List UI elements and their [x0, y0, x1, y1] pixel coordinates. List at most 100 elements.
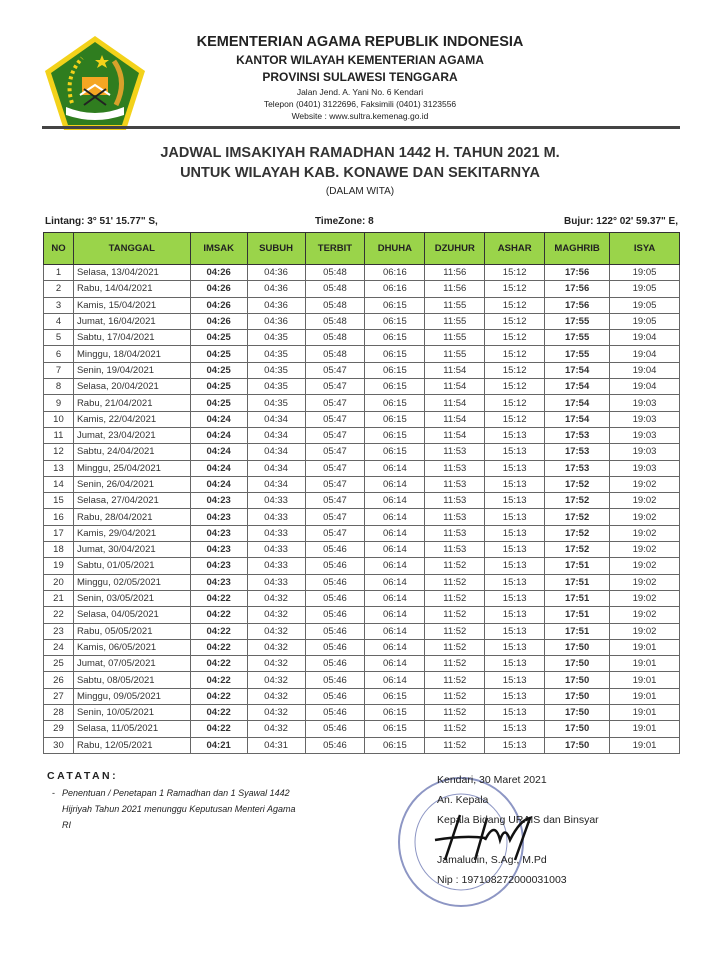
cell-imsak: 04:22: [189, 622, 248, 640]
cell-dhuha: 06:15: [364, 410, 426, 428]
cell-isya: 19:04: [609, 345, 680, 363]
cell-tanggal: Rabu, 21/04/2021: [72, 394, 191, 412]
cell-ashar: 15:13: [484, 557, 546, 575]
cell-dzuhur: 11:52: [424, 736, 486, 754]
cell-dhuha: 06:15: [364, 426, 426, 445]
cell-imsak: 04:23: [189, 541, 248, 559]
cell-maghrib: 17:51: [544, 606, 611, 624]
cell-dhuha: 06:14: [364, 508, 426, 526]
cell-terbit: 05:47: [304, 492, 366, 510]
cell-dhuha: 06:15: [364, 361, 426, 380]
cell-terbit: 05:46: [304, 736, 366, 754]
cell-dhuha: 06:14: [364, 655, 426, 673]
cell-maghrib: 17:54: [544, 378, 611, 396]
cell-tanggal: Sabtu, 17/04/2021: [72, 329, 191, 347]
cell-isya: 19:02: [609, 589, 680, 608]
cell-no: 27: [43, 687, 74, 706]
cell-ashar: 15:12: [484, 329, 546, 347]
table-row: 23 Rabu, 05/05/2021 04:22 04:32 05:46 06:14 11…: [43, 622, 680, 640]
cell-dhuha: 06:15: [364, 736, 426, 754]
cell-terbit: 05:46: [304, 720, 366, 738]
cell-subuh: 04:33: [246, 541, 306, 559]
cell-no: 21: [43, 589, 74, 608]
cell-ashar: 15:13: [484, 508, 546, 526]
org-name: KEMENTERIAN AGAMA REPUBLIK INDONESIA: [196, 34, 524, 50]
cell-tanggal: Rabu, 12/05/2021: [72, 736, 191, 754]
cell-isya: 19:02: [609, 492, 680, 510]
cell-maghrib: 17:56: [544, 296, 611, 314]
cell-imsak: 04:26: [189, 312, 248, 331]
cell-ashar: 15:13: [484, 475, 546, 494]
cell-dzuhur: 11:52: [424, 638, 486, 657]
cell-ashar: 15:13: [484, 638, 546, 657]
address: Jalan Jend. A. Yani No. 6 Kendari: [296, 87, 424, 97]
cell-tanggal: Minggu, 18/04/2021: [72, 345, 191, 363]
cell-imsak: 04:23: [189, 524, 248, 543]
cell-isya: 19:05: [609, 312, 680, 331]
cell-dzuhur: 11:53: [424, 459, 486, 477]
cell-no: 25: [43, 655, 74, 673]
cell-isya: 19:02: [609, 508, 680, 526]
table-row: 29 Selasa, 11/05/2021 04:22 04:32 05:46 06:15…: [43, 720, 680, 738]
cell-tanggal: Senin, 26/04/2021: [72, 475, 191, 494]
cell-subuh: 04:34: [246, 410, 306, 428]
cell-maghrib: 17:51: [544, 589, 611, 608]
cell-subuh: 04:35: [246, 394, 306, 412]
cell-ashar: 15:13: [484, 426, 546, 445]
cell-imsak: 04:24: [189, 475, 248, 494]
cell-terbit: 05:46: [304, 704, 366, 722]
cell-subuh: 04:36: [246, 263, 306, 282]
cell-terbit: 05:47: [304, 524, 366, 543]
cell-no: 17: [43, 524, 74, 543]
cell-imsak: 04:26: [189, 263, 248, 282]
cell-no: 19: [43, 557, 74, 575]
cell-imsak: 04:24: [189, 410, 248, 428]
table-row: 30 Rabu, 12/05/2021 04:21 04:31 05:46 06:15 11…: [43, 736, 680, 754]
cell-terbit: 05:46: [304, 638, 366, 657]
cell-tanggal: Kamis, 06/05/2021: [72, 638, 191, 657]
cell-tanggal: Jumat, 07/05/2021: [72, 655, 191, 673]
cell-terbit: 05:47: [304, 443, 366, 461]
cell-no: 6: [43, 345, 74, 363]
cell-tanggal: Senin, 10/05/2021: [72, 704, 191, 722]
column-header-ashar: ASHAR: [484, 232, 546, 265]
cell-subuh: 04:32: [246, 622, 306, 640]
cell-ashar: 15:13: [484, 655, 546, 673]
cell-dzuhur: 11:53: [424, 475, 486, 494]
cell-isya: 19:03: [609, 410, 680, 428]
cell-subuh: 04:35: [246, 329, 306, 347]
cell-dhuha: 06:15: [364, 345, 426, 363]
cell-imsak: 04:25: [189, 329, 248, 347]
cell-dzuhur: 11:53: [424, 443, 486, 461]
cell-no: 23: [43, 622, 74, 640]
cell-maghrib: 17:52: [544, 541, 611, 559]
cell-no: 4: [43, 312, 74, 331]
cell-terbit: 05:46: [304, 687, 366, 706]
cell-imsak: 04:22: [189, 671, 248, 689]
cell-subuh: 04:36: [246, 280, 306, 298]
table-row: 3 Kamis, 15/04/2021 04:26 04:36 05:48 06:15 11…: [43, 296, 680, 314]
signer-nip: Nip : 197108272000031003: [437, 874, 567, 886]
cell-dzuhur: 11:54: [424, 410, 486, 428]
cell-maghrib: 17:54: [544, 361, 611, 380]
cell-no: 1: [43, 263, 74, 282]
doc-subtitle: (DALAM WITA): [325, 186, 395, 197]
cell-no: 8: [43, 378, 74, 396]
column-header-tanggal: TANGGAL: [72, 232, 191, 265]
table-row: 9 Rabu, 21/04/2021 04:25 04:35 05:47 06:15 11:…: [43, 394, 680, 412]
cell-no: 20: [43, 573, 74, 591]
cell-dzuhur: 11:54: [424, 394, 486, 412]
cell-terbit: 05:47: [304, 410, 366, 428]
province-name: PROVINSI SULAWESI TENGGARA: [262, 70, 458, 84]
table-row: 8 Selasa, 20/04/2021 04:25 04:35 05:47 06:15 1…: [43, 378, 680, 396]
cell-isya: 19:02: [609, 541, 680, 559]
cell-imsak: 04:26: [189, 296, 248, 314]
column-header-imsak: IMSAK: [189, 232, 248, 265]
cell-maghrib: 17:55: [544, 312, 611, 331]
table-row: 5 Sabtu, 17/04/2021 04:25 04:35 05:48 06:15 11…: [43, 329, 680, 347]
cell-dzuhur: 11:55: [424, 296, 486, 314]
table-row: 7 Senin, 19/04/2021 04:25 04:35 05:47 06:15 11…: [43, 361, 680, 380]
place-date: Kendari, 30 Maret 2021: [437, 774, 547, 786]
cell-subuh: 04:33: [246, 508, 306, 526]
cell-isya: 19:04: [609, 361, 680, 380]
